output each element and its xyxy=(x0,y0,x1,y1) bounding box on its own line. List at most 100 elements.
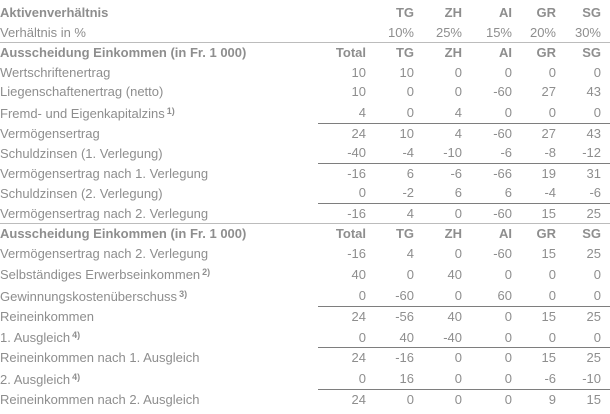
cell-sg: -6 xyxy=(589,185,601,200)
cell-total: -16 xyxy=(318,202,366,224)
cell-ai: -60 xyxy=(462,122,512,143)
cell-gr: 9 xyxy=(512,388,556,409)
cell-zh: 0 xyxy=(454,288,462,303)
cell-gr: 15 xyxy=(541,245,556,261)
cell-gr: -4 xyxy=(544,185,556,200)
cell-ai: -60 xyxy=(493,245,512,261)
cell-total: 0 xyxy=(358,185,366,200)
cell-ai: 15% xyxy=(485,24,512,40)
cell-gr: -6 xyxy=(544,371,556,386)
cell-total: 0 xyxy=(358,329,366,345)
row-label: Gewinnungskostenüberschuss 3) xyxy=(0,288,188,304)
row-label: Verhältnis in % xyxy=(0,24,86,40)
cell-tg: -4 xyxy=(402,145,414,160)
table-row: Vermögensertrag nach 1. Verlegung -16 6 … xyxy=(0,162,610,183)
table-row: Ausscheidung Einkommen (in Fr. 1 000) To… xyxy=(0,223,610,244)
cell-gr: 0 xyxy=(548,288,556,303)
cell-total: -16 xyxy=(318,162,366,183)
cell-ai: 0 xyxy=(504,105,512,120)
table-row: Schuldzinsen (1. Verlegung) -40 -4 -10 -… xyxy=(0,143,610,163)
cell-tg: 40 xyxy=(399,329,414,345)
cell-sg: 15 xyxy=(556,388,610,409)
cell-ai: 0 xyxy=(504,371,512,386)
cell-gr: 19 xyxy=(512,162,556,183)
cell-zh: 25% xyxy=(435,24,462,40)
cell-total: 10 xyxy=(351,84,366,99)
row-label: Aktivenverhältnis xyxy=(0,5,109,20)
row-label: Schuldzinsen (2. Verlegung) xyxy=(0,185,163,201)
table-row: Verhältnis in % 10% 25% 15% 20% 30% xyxy=(0,23,610,43)
cell-gr: 15 xyxy=(512,305,556,326)
cell-sg: SG xyxy=(582,5,601,20)
cell-ai: 0 xyxy=(504,64,512,80)
cell-sg: SG xyxy=(556,223,610,244)
cell-ai: 0 xyxy=(504,267,512,282)
cell-ai: 0 xyxy=(462,388,512,409)
table-row: Gewinnungskostenüberschuss 3) 0 -60 0 60 … xyxy=(0,285,610,307)
cell-sg: 0 xyxy=(593,105,601,120)
cell-zh: -6 xyxy=(414,162,462,183)
cell-tg: 16 xyxy=(399,371,414,386)
cell-sg: 25 xyxy=(556,202,610,224)
table-row: Schuldzinsen (2. Verlegung) 0 -2 6 6 -4 … xyxy=(0,183,610,203)
cell-ai: -60 xyxy=(462,202,512,224)
cell-total xyxy=(318,3,366,23)
cell-total: 10 xyxy=(351,64,366,80)
cell-gr: 0 xyxy=(548,267,556,282)
row-label: Vermögensertrag nach 1. Verlegung xyxy=(0,165,209,181)
cell-gr: GR xyxy=(512,223,556,244)
row-label: Reineinkommen nach 2. Ausgleich xyxy=(0,391,200,407)
table-row: Selbständiges Erwerbseinkommen 2) 40 0 40… xyxy=(0,263,610,285)
footnote-marker: 2) xyxy=(202,267,211,277)
cell-tg: 0 xyxy=(366,388,414,409)
cell-total: 4 xyxy=(358,105,366,120)
cell-zh: 40 xyxy=(414,305,462,326)
row-label: Selbständiges Erwerbseinkommen 2) xyxy=(0,267,211,282)
table-row: Fremd- und Eigenkapitalzins 1) 4 0 4 0 0 … xyxy=(0,102,610,124)
cell-gr: 0 xyxy=(548,64,556,80)
table-row: Liegenschaftenertrag (netto) 10 0 0 -60 … xyxy=(0,82,610,102)
cell-tg: 4 xyxy=(366,202,414,224)
table-row: 1. Ausgleich 4) 0 40 -40 0 0 0 xyxy=(0,326,610,348)
cell-tg: TG xyxy=(366,42,414,63)
row-label: Vermögensertrag nach 2. Verlegung xyxy=(0,245,209,261)
cell-tg: -56 xyxy=(366,305,414,326)
cell-ai: 0 xyxy=(462,305,512,326)
row-label: Reineinkommen nach 1. Ausgleich xyxy=(0,350,200,365)
cell-total: 0 xyxy=(358,371,366,386)
cell-total: 24 xyxy=(318,122,366,143)
cell-sg: -10 xyxy=(582,371,601,386)
cell-tg: 10 xyxy=(399,64,414,80)
row-label: Vermögensertrag nach 2. Verlegung xyxy=(0,205,209,221)
cell-sg: SG xyxy=(556,42,610,63)
cell-gr: -8 xyxy=(544,145,556,160)
row-label: Ausscheidung Einkommen (in Fr. 1 000) xyxy=(0,42,318,63)
cell-ai: -60 xyxy=(493,84,512,99)
table-row: Ausscheidung Einkommen (in Fr. 1 000) To… xyxy=(0,42,610,63)
cell-sg: 25 xyxy=(556,305,610,326)
cell-ai: 0 xyxy=(462,347,512,368)
cell-sg: 30% xyxy=(574,24,601,40)
cell-gr: 20% xyxy=(529,24,556,40)
cell-sg: 31 xyxy=(556,162,610,183)
cell-ai: AI xyxy=(462,42,512,63)
cell-zh: 0 xyxy=(454,84,462,99)
row-label: 1. Ausgleich 4) xyxy=(0,330,81,345)
row-label: Fremd- und Eigenkapitalzins 1) xyxy=(0,105,175,121)
cell-zh: 0 xyxy=(454,64,462,80)
cell-total: Total xyxy=(318,42,366,63)
cell-total: 24 xyxy=(318,347,366,368)
table-body: Aktivenverhältnis TG ZH AI GR SG Verhält… xyxy=(0,3,610,409)
cell-ai: 0 xyxy=(504,329,512,345)
table-row: Aktivenverhältnis TG ZH AI GR SG xyxy=(0,3,610,23)
cell-tg: 10% xyxy=(387,24,414,40)
footnote-marker: 3) xyxy=(179,288,188,299)
cell-zh: -10 xyxy=(443,145,462,160)
cell-zh: ZH xyxy=(444,5,462,20)
cell-tg: TG xyxy=(366,223,414,244)
cell-total xyxy=(318,23,366,43)
cell-sg: 25 xyxy=(556,347,610,368)
cell-total: 40 xyxy=(351,267,366,282)
footnote-marker: 4) xyxy=(72,330,81,340)
cell-ai: 6 xyxy=(504,185,512,200)
